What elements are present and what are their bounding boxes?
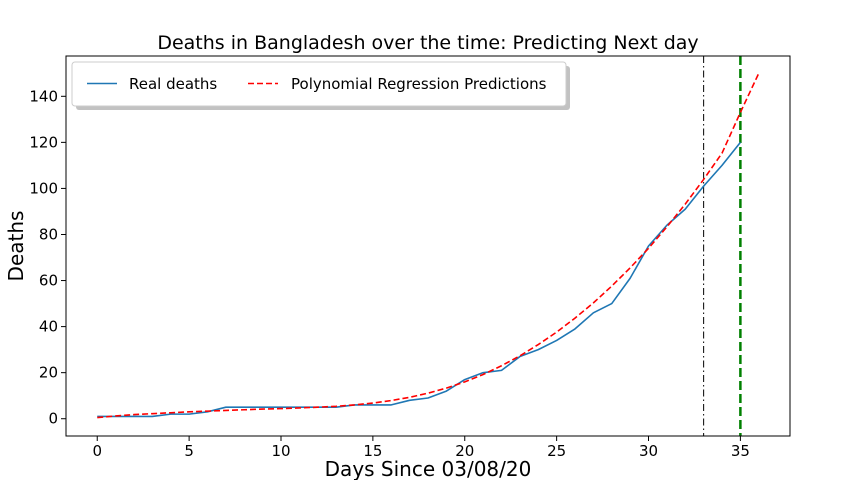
x-tick-label: 5 (184, 442, 194, 460)
y-tick-label: 100 (29, 179, 58, 197)
y-tick-label: 140 (29, 87, 58, 105)
x-tick-label: 15 (363, 442, 382, 460)
y-tick-label: 40 (39, 318, 58, 336)
legend-label-polynomial-regression: Polynomial Regression Predictions (291, 75, 547, 93)
y-axis-ticks: 0 20 40 60 80 100 120 140 (29, 87, 66, 428)
y-tick-label: 60 (39, 272, 58, 290)
x-tick-label: 35 (731, 442, 750, 460)
y-tick-label: 80 (39, 225, 58, 243)
y-axis-title: Deaths (4, 211, 28, 282)
x-tick-label: 25 (547, 442, 566, 460)
series-line-real-deaths (97, 141, 742, 418)
x-tick-label: 20 (455, 442, 474, 460)
y-tick-label: 0 (48, 410, 58, 428)
series-layer (97, 72, 760, 419)
x-tick-label: 0 (92, 442, 102, 460)
legend: Real deaths Polynomial Regression Predic… (71, 61, 570, 110)
y-tick-label: 20 (39, 364, 58, 382)
legend-label-real-deaths: Real deaths (129, 75, 217, 93)
x-tick-label: 10 (271, 442, 290, 460)
legend-box (71, 61, 567, 107)
x-axis-ticks: 0 5 10 15 20 25 30 35 (92, 436, 750, 460)
series-line-polynomial-regression (97, 72, 760, 419)
x-axis-title: Days Since 03/08/20 (325, 457, 532, 480)
plot-frame (65, 55, 791, 437)
x-tick-label: 30 (639, 442, 658, 460)
y-tick-label: 120 (29, 133, 58, 151)
chart-title: Deaths in Bangladesh over the time: Pred… (157, 32, 698, 54)
vertical-lines (703, 56, 742, 436)
